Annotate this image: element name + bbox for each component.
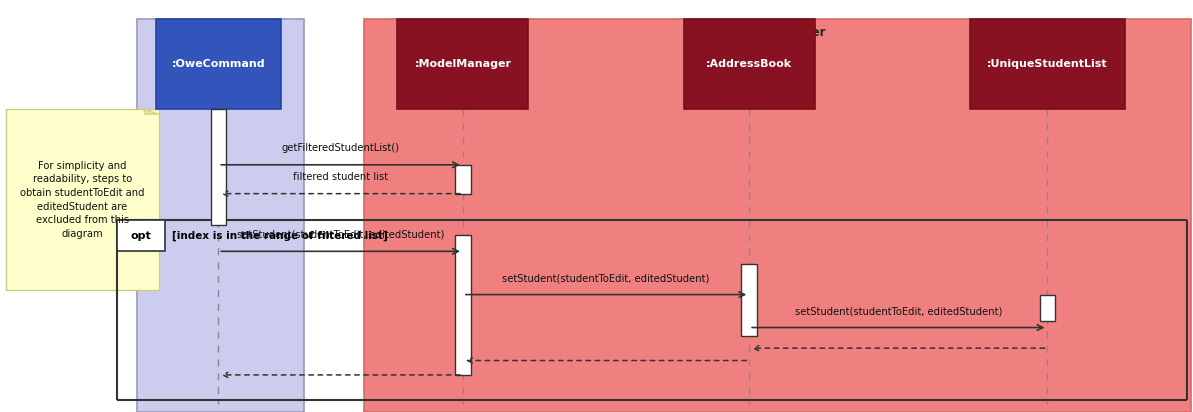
FancyBboxPatch shape bbox=[456, 165, 470, 194]
FancyBboxPatch shape bbox=[1040, 295, 1056, 321]
Text: Logic: Logic bbox=[203, 26, 239, 39]
Text: setStudent(studentToEdit, editedStudent): setStudent(studentToEdit, editedStudent) bbox=[795, 306, 1002, 316]
FancyBboxPatch shape bbox=[137, 19, 304, 412]
Text: filtered student list: filtered student list bbox=[293, 172, 388, 182]
Polygon shape bbox=[144, 109, 159, 114]
FancyBboxPatch shape bbox=[684, 19, 815, 109]
Text: :UniqueStudentList: :UniqueStudentList bbox=[987, 59, 1108, 69]
Text: setStudent(studentToEdit, editedStudent): setStudent(studentToEdit, editedStudent) bbox=[502, 273, 710, 283]
FancyBboxPatch shape bbox=[970, 19, 1125, 109]
Text: ModelManager: ModelManager bbox=[728, 26, 827, 39]
Text: :AddressBook: :AddressBook bbox=[706, 59, 792, 69]
FancyBboxPatch shape bbox=[364, 19, 1191, 412]
FancyBboxPatch shape bbox=[117, 220, 165, 251]
Text: setStudent(studentToEdit, editedStudent): setStudent(studentToEdit, editedStudent) bbox=[237, 230, 444, 240]
FancyBboxPatch shape bbox=[155, 19, 282, 109]
FancyBboxPatch shape bbox=[6, 109, 159, 290]
FancyBboxPatch shape bbox=[456, 235, 470, 375]
Text: getFilteredStudentList(): getFilteredStudentList() bbox=[282, 143, 400, 153]
FancyBboxPatch shape bbox=[397, 19, 528, 109]
Text: opt: opt bbox=[130, 231, 152, 241]
Text: :OweCommand: :OweCommand bbox=[172, 59, 265, 69]
FancyBboxPatch shape bbox=[210, 109, 227, 225]
Text: :ModelManager: :ModelManager bbox=[414, 59, 512, 69]
Text: [index is in the range of filtered list]: [index is in the range of filtered list] bbox=[172, 231, 388, 241]
FancyBboxPatch shape bbox=[742, 264, 758, 336]
Text: For simplicity and
readability, steps to
obtain studentToEdit and
editedStudent : For simplicity and readability, steps to… bbox=[20, 161, 144, 239]
